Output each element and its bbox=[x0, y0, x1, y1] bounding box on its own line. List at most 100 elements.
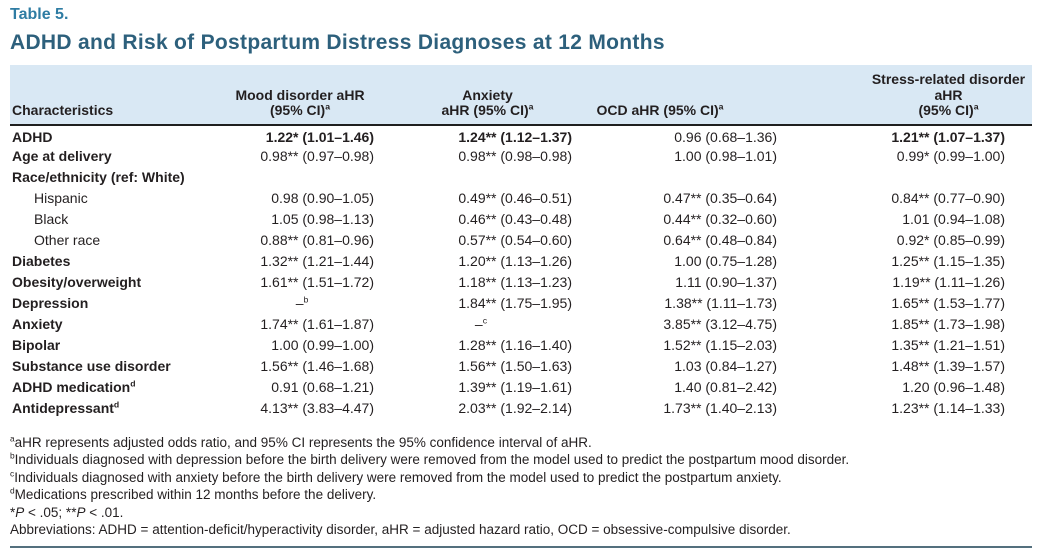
column-header-line: (95% CI)a bbox=[918, 101, 979, 118]
value-cell: 1.05 (0.98–1.13) bbox=[271, 211, 374, 227]
value-cell: 3.85** (3.12–4.75) bbox=[663, 316, 777, 332]
table-number-label: Table 5. bbox=[10, 6, 69, 23]
superscript-marker: a bbox=[973, 101, 979, 112]
table-row: Diabetes 1.32** (1.21–1.44) 1.20** (1.13–1… bbox=[10, 251, 1032, 272]
table-row: Hispanic 0.98 (0.90–1.05) 0.49** (0.46–0.5… bbox=[10, 188, 1032, 209]
table-row: Age at delivery 0.98** (0.97–0.98) 0.98** … bbox=[10, 146, 1032, 167]
value-cell: 1.25** (1.15–1.35) bbox=[891, 253, 1005, 269]
column-header-stress-related-disorder: Stress-related disorder aHR (95% CI)a bbox=[790, 65, 1032, 126]
footnote-text: * bbox=[10, 504, 16, 520]
value-cell: 0.98 (0.90–1.05) bbox=[271, 190, 374, 206]
row-label: Bipolar bbox=[12, 337, 61, 353]
column-header-line: (95% CI)a bbox=[269, 101, 331, 118]
row-label: Hispanic bbox=[34, 190, 88, 206]
column-header-line: Mood disorder aHR bbox=[235, 86, 365, 103]
table-row: Bipolar 1.00 (0.99–1.00) 1.28** (1.16–1.40… bbox=[10, 335, 1032, 356]
table-row: ADHD medicationd 0.91 (0.68–1.21) 1.39** (… bbox=[10, 377, 1032, 398]
column-header-characteristics: Characteristics bbox=[10, 65, 230, 126]
row-label: ADHD bbox=[12, 129, 53, 145]
table-row: Anxiety 1.74** (1.61–1.87) –c 3.85** (3.12–… bbox=[10, 314, 1032, 335]
value-cell: 1.38** (1.11–1.73) bbox=[664, 295, 777, 311]
value-cell: 0.46** (0.43–0.48) bbox=[458, 211, 572, 227]
value-cell: 0.49** (0.46–0.51) bbox=[458, 190, 572, 206]
footnotes-block: aaHR represents adjusted odds ratio, and… bbox=[10, 434, 1032, 540]
value-cell: 0.88** (0.81–0.96) bbox=[260, 232, 374, 248]
column-header-line: Anxiety bbox=[462, 86, 513, 103]
table-row: Depression –b 1.84** (1.75–1.95) 1.38** (1.… bbox=[10, 293, 1032, 314]
footnote-text: < .01. bbox=[85, 504, 124, 520]
value-cell: 1.56** (1.46–1.68) bbox=[260, 358, 374, 374]
value-cell: 0.99* (0.99–1.00) bbox=[896, 148, 1005, 164]
column-header-line: aHR (95% CI)a bbox=[441, 101, 534, 118]
value-cell: 1.48** (1.39–1.57) bbox=[891, 358, 1005, 374]
table-row: ADHD 1.22* (1.01–1.46) 1.24** (1.12–1.37) 0… bbox=[10, 125, 1032, 146]
value-cell: 1.52** (1.15–2.03) bbox=[663, 337, 777, 353]
footnote-text: Individuals diagnosed with depression be… bbox=[14, 452, 850, 468]
value-cell: 1.39** (1.19–1.61) bbox=[458, 379, 572, 395]
value-cell bbox=[390, 167, 585, 188]
italic-text: P bbox=[15, 504, 25, 520]
column-header-line: Characteristics bbox=[12, 102, 114, 118]
bottom-rule bbox=[10, 546, 1032, 549]
table-title: ADHD and Risk of Postpartum Distress Dia… bbox=[10, 31, 665, 54]
value-cell: 1.61** (1.51–1.72) bbox=[260, 274, 374, 290]
value-cell: 1.20** (1.13–1.26) bbox=[458, 253, 572, 269]
value-cell: 1.21** (1.07–1.37) bbox=[891, 129, 1005, 145]
value-cell: 0.47** (0.35–0.64) bbox=[663, 190, 777, 206]
table-row: Substance use disorder 1.56** (1.46–1.68)… bbox=[10, 356, 1032, 377]
superscript-marker: d bbox=[10, 485, 15, 496]
value-cell: 1.74** (1.61–1.87) bbox=[260, 316, 374, 332]
value-cell: 1.65** (1.53–1.77) bbox=[891, 295, 1005, 311]
value-cell: 1.01 (0.94–1.08) bbox=[902, 211, 1005, 227]
superscript-marker: b bbox=[303, 294, 309, 305]
footnote-text: Abbreviations: ADHD = attention-deficit/… bbox=[10, 522, 791, 538]
superscript-marker: a bbox=[10, 433, 15, 443]
value-cell: 1.18** (1.13–1.23) bbox=[458, 274, 572, 290]
row-label: Age at delivery bbox=[12, 148, 112, 164]
table-row: Black 1.05 (0.98–1.13) 0.46** (0.43–0.48) 0… bbox=[10, 209, 1032, 230]
superscript-marker: a bbox=[528, 101, 534, 112]
footnote-line: dMedications prescribed within 12 months… bbox=[10, 486, 1032, 504]
row-label: ADHD medicationd bbox=[12, 378, 136, 395]
superscript-marker: c bbox=[482, 315, 488, 326]
value-cell: 0.96 (0.68–1.36) bbox=[674, 129, 777, 145]
superscript-marker: a bbox=[325, 101, 331, 112]
table-row: Obesity/overweight 1.61** (1.51–1.72) 1.18… bbox=[10, 272, 1032, 293]
footnote-text: < .05; ** bbox=[24, 504, 77, 520]
footnote-line: *P < .05; **P < .01. bbox=[10, 504, 1032, 522]
table-row: Other race 0.88** (0.81–0.96) 0.57** (0.54… bbox=[10, 230, 1032, 251]
row-label: Diabetes bbox=[12, 253, 71, 269]
table-header-row: Characteristics Mood disorder aHR (95% CI)… bbox=[10, 65, 1032, 126]
row-label: Substance use disorder bbox=[12, 358, 171, 374]
value-cell bbox=[790, 167, 1032, 188]
value-cell: 4.13** (3.83–4.47) bbox=[260, 400, 374, 416]
value-cell: 1.19** (1.11–1.26) bbox=[892, 274, 1005, 290]
value-cell: 1.00 (0.99–1.00) bbox=[271, 337, 374, 353]
table-row: Antidepressantd 4.13** (3.83–4.47) 2.03** … bbox=[10, 398, 1032, 419]
footnote-line: cIndividuals diagnosed with anxiety befo… bbox=[10, 469, 1032, 487]
value-cell: 1.56** (1.50–1.63) bbox=[458, 358, 572, 374]
value-cell: 1.35** (1.21–1.51) bbox=[891, 337, 1005, 353]
superscript-marker: c bbox=[10, 468, 15, 479]
value-cell: 0.57** (0.54–0.60) bbox=[458, 232, 572, 248]
footnote-line: bIndividuals diagnosed with depression b… bbox=[10, 451, 1032, 469]
footnote-text: aHR represents adjusted odds ratio, and … bbox=[14, 434, 592, 450]
table-body: ADHD 1.22* (1.01–1.46) 1.24** (1.12–1.37) 0… bbox=[10, 125, 1032, 419]
superscript-marker: d bbox=[113, 399, 120, 410]
footnote-text: Medications prescribed within 12 months … bbox=[14, 487, 377, 503]
value-cell: 1.23** (1.14–1.33) bbox=[891, 400, 1005, 416]
value-cell: 1.22* (1.01–1.46) bbox=[265, 129, 374, 145]
value-cell: 1.32** (1.21–1.44) bbox=[260, 253, 374, 269]
superscript-marker: a bbox=[718, 101, 724, 112]
table-header: Characteristics Mood disorder aHR (95% CI)… bbox=[10, 65, 1032, 126]
footnote-line: aaHR represents adjusted odds ratio, and… bbox=[10, 434, 1032, 452]
footnote-line: Abbreviations: ADHD = attention-deficit/… bbox=[10, 521, 1032, 539]
value-cell: 1.85** (1.73–1.98) bbox=[891, 316, 1005, 332]
value-cell: 0.84** (0.77–0.90) bbox=[891, 190, 1005, 206]
row-label: Other race bbox=[34, 232, 101, 248]
italic-text: P bbox=[76, 504, 86, 520]
value-cell: 0.92* (0.85–0.99) bbox=[896, 232, 1005, 248]
value-cell: 1.40 (0.81–2.42) bbox=[674, 379, 777, 395]
value-cell: 1.84** (1.75–1.95) bbox=[458, 295, 572, 311]
